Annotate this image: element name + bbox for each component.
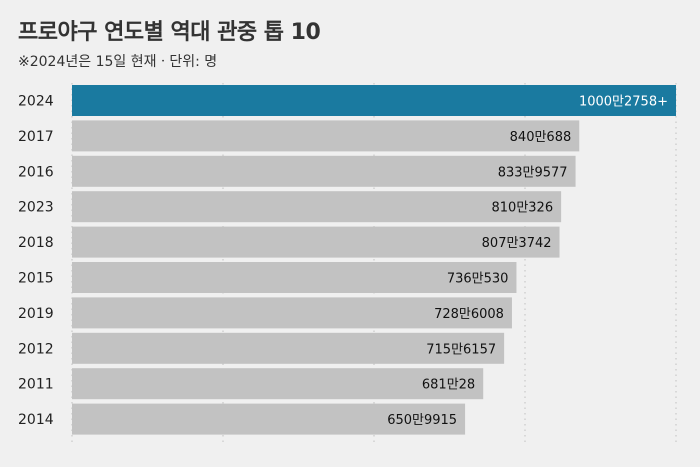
year-label-2015: 2015: [18, 271, 54, 287]
value-label-2017: 840만688: [510, 130, 572, 145]
bar-2014: [72, 403, 466, 435]
bar-2011: [72, 368, 484, 400]
year-label-2016: 2016: [18, 164, 54, 180]
bar-2017: [72, 120, 580, 152]
year-label-2017: 2017: [18, 129, 54, 145]
bar-2016: [72, 155, 576, 187]
bar-2018: [72, 226, 560, 258]
year-label-2018: 2018: [18, 235, 54, 251]
value-label-2018: 807만3742: [482, 236, 552, 251]
value-label-2023: 810만326: [492, 201, 554, 216]
bars: 2024 1000만2758+ 2017 840만688 2016 833만9577 202…: [18, 85, 676, 435]
value-label-2011: 681만28: [422, 378, 475, 393]
year-label-2012: 2012: [18, 341, 54, 357]
value-label-2014: 650만9915: [387, 413, 457, 428]
year-label-2024: 2024: [18, 94, 54, 110]
value-label-2024: 1000만2758+: [579, 95, 668, 110]
bar-2015: [72, 262, 517, 293]
chart-title: 프로야구 연도별 역대 관중 톱 10: [18, 20, 321, 45]
value-label-2019: 728만6008: [434, 307, 504, 322]
chart-subtitle: ※2024년은 15일 현재ㆍ단위: 명: [18, 54, 218, 70]
bar-2019: [72, 297, 512, 329]
bar-2023: [72, 191, 562, 223]
bar-2024: [72, 85, 676, 116]
year-label-2023: 2023: [18, 200, 54, 216]
value-label-2015: 736만530: [447, 272, 509, 287]
year-label-2014: 2014: [18, 412, 54, 428]
bar-2012: [72, 332, 505, 364]
year-label-2011: 2011: [18, 377, 54, 393]
value-label-2012: 715만6157: [426, 342, 496, 357]
value-label-2016: 833만9577: [498, 165, 568, 180]
year-label-2019: 2019: [18, 306, 54, 322]
